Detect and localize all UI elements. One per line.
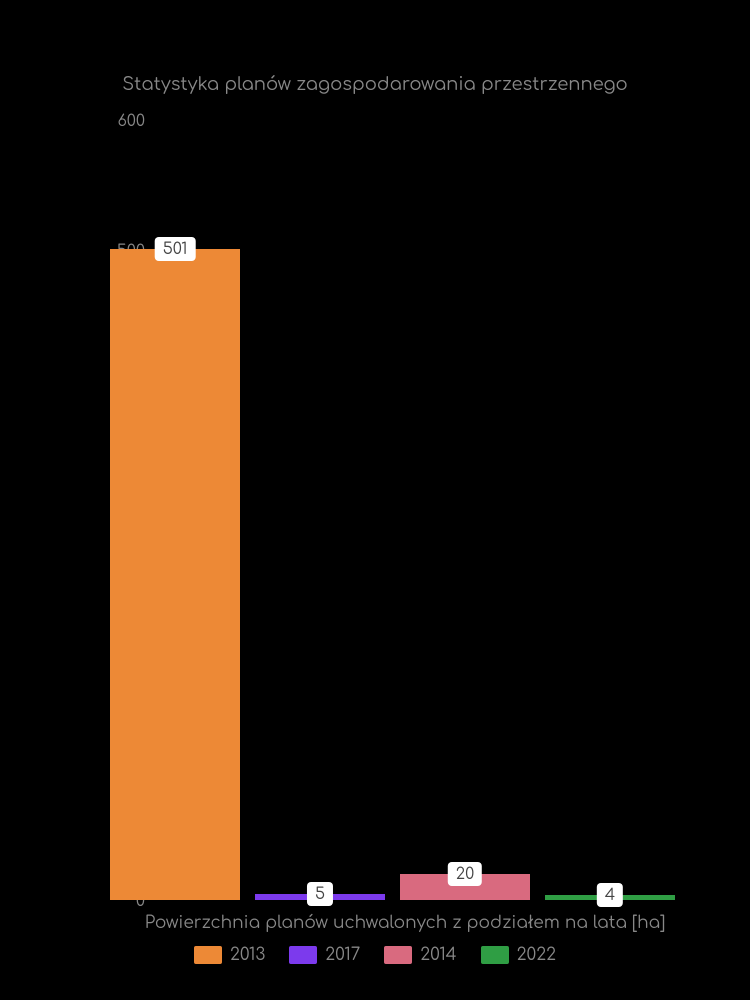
legend-label-2022: 2022: [517, 945, 556, 964]
legend-swatch-2014: [384, 946, 412, 964]
legend-item-2013: 2013: [194, 945, 265, 964]
legend: 2013 2017 2014 2022: [0, 945, 750, 964]
chart-container: Statystyka planów zagospodarowania przes…: [0, 0, 750, 1000]
value-label-2017: 5: [307, 882, 333, 906]
value-label-2013: 501: [155, 237, 196, 261]
bar-2013: [110, 249, 240, 900]
legend-label-2014: 2014: [420, 945, 456, 964]
legend-item-2022: 2022: [481, 945, 556, 964]
legend-label-2013: 2013: [230, 945, 265, 964]
legend-item-2017: 2017: [289, 945, 360, 964]
legend-swatch-2017: [289, 946, 317, 964]
legend-swatch-2013: [194, 946, 222, 964]
chart-title: Statystyka planów zagospodarowania przes…: [0, 75, 750, 95]
value-label-2014: 20: [448, 862, 482, 886]
legend-swatch-2022: [481, 946, 509, 964]
legend-label-2017: 2017: [325, 945, 360, 964]
value-label-2022: 4: [597, 883, 623, 907]
legend-item-2014: 2014: [384, 945, 456, 964]
plot-area: 501 5 20 4: [110, 120, 700, 900]
x-axis-label: Powierzchnia planów uchwalonych z podzia…: [110, 913, 700, 932]
